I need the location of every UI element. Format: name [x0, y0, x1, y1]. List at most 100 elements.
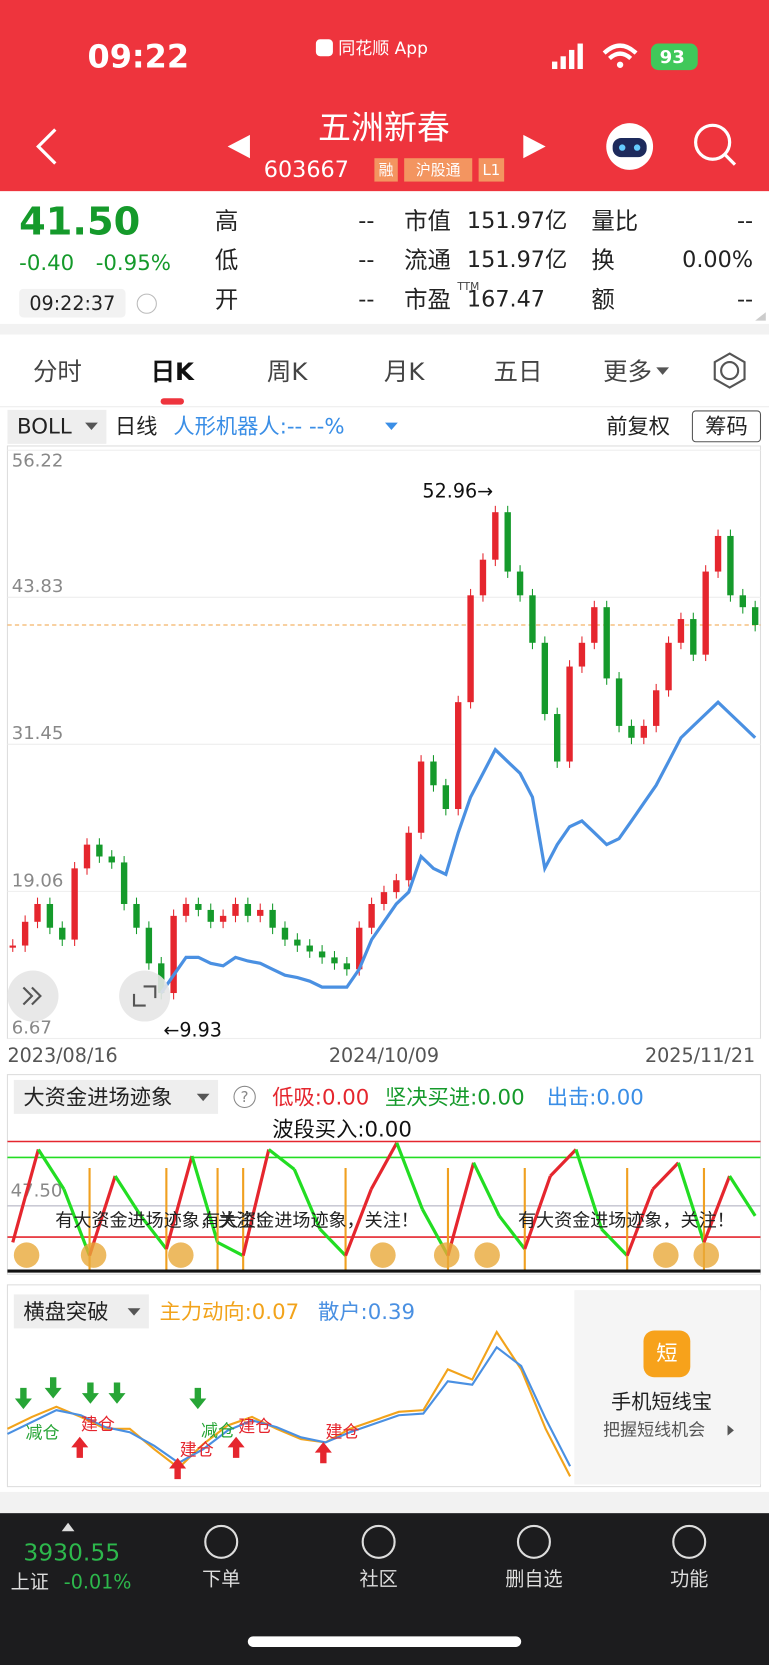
- figure-icon: [13, 1242, 40, 1268]
- back-button[interactable]: [36, 128, 57, 165]
- field-label: 额: [591, 285, 614, 313]
- adjust[interactable]: 前复权: [606, 414, 670, 439]
- ad-icon: [643, 1330, 691, 1378]
- osc-segment: [625, 1188, 655, 1257]
- ad-panel[interactable]: [574, 1290, 761, 1485]
- field-value: 0.00%: [682, 247, 753, 273]
- settings-hex: [713, 352, 746, 389]
- field-value: 151.97亿: [467, 247, 567, 273]
- candle: [71, 868, 78, 940]
- y-tick-label: 6.67: [12, 1017, 52, 1038]
- figure-icon: [474, 1242, 500, 1268]
- quote-time: 09:22:37: [29, 292, 115, 315]
- series-line: [6, 1329, 572, 1477]
- figure-icon: [168, 1242, 194, 1268]
- nav-label[interactable]: 社区: [360, 1567, 398, 1590]
- candle: [516, 571, 524, 596]
- nav-label[interactable]: 功能: [670, 1567, 708, 1590]
- candle: [405, 832, 412, 881]
- candle: [59, 927, 66, 940]
- legend-item: 出击:0.00: [547, 1085, 644, 1110]
- series-line: [159, 700, 757, 994]
- search-button[interactable]: [694, 123, 732, 161]
- candle: [46, 903, 54, 928]
- field-value: 151.97亿: [467, 208, 567, 234]
- tab[interactable]: 分时: [33, 357, 82, 386]
- settings-button[interactable]: [720, 361, 740, 381]
- battery-level: 93: [660, 47, 685, 68]
- candle: [356, 927, 363, 970]
- chips-button[interactable]: [691, 410, 762, 443]
- candle: [751, 607, 759, 625]
- x-tick-label: 2025/11/21: [645, 1044, 755, 1067]
- tag-bg: [374, 158, 398, 182]
- osc-segment: [574, 1148, 604, 1230]
- low-annotation: ←9.93: [163, 1019, 222, 1042]
- robot-eye: [619, 144, 626, 151]
- field-label: 低: [215, 246, 238, 274]
- candle: [232, 903, 239, 916]
- candle: [133, 903, 140, 928]
- candle: [578, 642, 586, 667]
- field-value: --: [358, 286, 374, 312]
- index-change: -0.01%: [64, 1571, 132, 1594]
- osc-segment: [446, 1162, 476, 1257]
- separator: [0, 1491, 769, 1514]
- trend-select[interactable]: [13, 1294, 149, 1329]
- nav-label[interactable]: 删自选: [505, 1567, 562, 1590]
- high-annotation: 52.96→: [422, 479, 493, 502]
- wifi-dot: [616, 61, 624, 68]
- signal-label: 建仓: [180, 1441, 214, 1461]
- fullscreen-button[interactable]: [119, 970, 171, 1022]
- field-label: 流通: [404, 246, 451, 274]
- candle: [21, 921, 29, 946]
- y-tick-label: 43.83: [12, 576, 64, 597]
- tab[interactable]: 周K: [267, 357, 308, 386]
- candle: [690, 619, 697, 655]
- nav-icon[interactable]: [361, 1524, 396, 1559]
- osc-select[interactable]: [13, 1079, 219, 1114]
- tab[interactable]: 月K: [384, 357, 425, 386]
- signal-label: 建仓: [238, 1417, 272, 1437]
- help-icon[interactable]: [233, 1085, 256, 1109]
- dropdown-arrow: [196, 1093, 210, 1102]
- info-icon[interactable]: [136, 293, 157, 314]
- nav-label[interactable]: 下单: [202, 1567, 240, 1590]
- dropdown-arrow: [85, 422, 98, 431]
- expand-icon: [22, 986, 42, 1006]
- next-stock[interactable]: [523, 134, 546, 159]
- field-value: --: [358, 247, 374, 273]
- candle: [417, 761, 425, 833]
- tab[interactable]: 日K: [151, 357, 195, 386]
- candle: [331, 957, 338, 964]
- nav-icon[interactable]: [672, 1524, 707, 1559]
- stock-code: 603667: [264, 157, 349, 183]
- chart-frame: [6, 445, 762, 1040]
- candle: [677, 619, 685, 643]
- nav-icon[interactable]: [516, 1524, 551, 1559]
- osc-segment: [216, 1240, 244, 1258]
- app-name: 同花顺 App: [338, 39, 428, 59]
- candle: [108, 856, 115, 863]
- index-value[interactable]: 3930.55: [23, 1538, 120, 1566]
- buy-arrow: [227, 1436, 245, 1458]
- time-box: [19, 288, 126, 318]
- concept[interactable]: 人形机器人:-- --%: [173, 414, 344, 439]
- candle: [529, 595, 536, 643]
- tab[interactable]: 更多: [603, 357, 652, 386]
- tab[interactable]: 五日: [494, 357, 543, 386]
- field-value: --: [737, 208, 753, 234]
- prev-stock[interactable]: [227, 134, 250, 159]
- candle: [727, 535, 734, 596]
- field-label: 市盈: [404, 285, 451, 313]
- candle: [714, 535, 722, 572]
- osc-segment: [292, 1168, 322, 1230]
- buy-arrow: [314, 1442, 332, 1464]
- nav-icon[interactable]: [204, 1524, 239, 1559]
- tag: 融: [379, 161, 394, 179]
- signal-label: 建仓: [325, 1422, 359, 1442]
- dropdown-arrow: [127, 1308, 141, 1316]
- legend-item: 波段买入:0.00: [272, 1117, 412, 1142]
